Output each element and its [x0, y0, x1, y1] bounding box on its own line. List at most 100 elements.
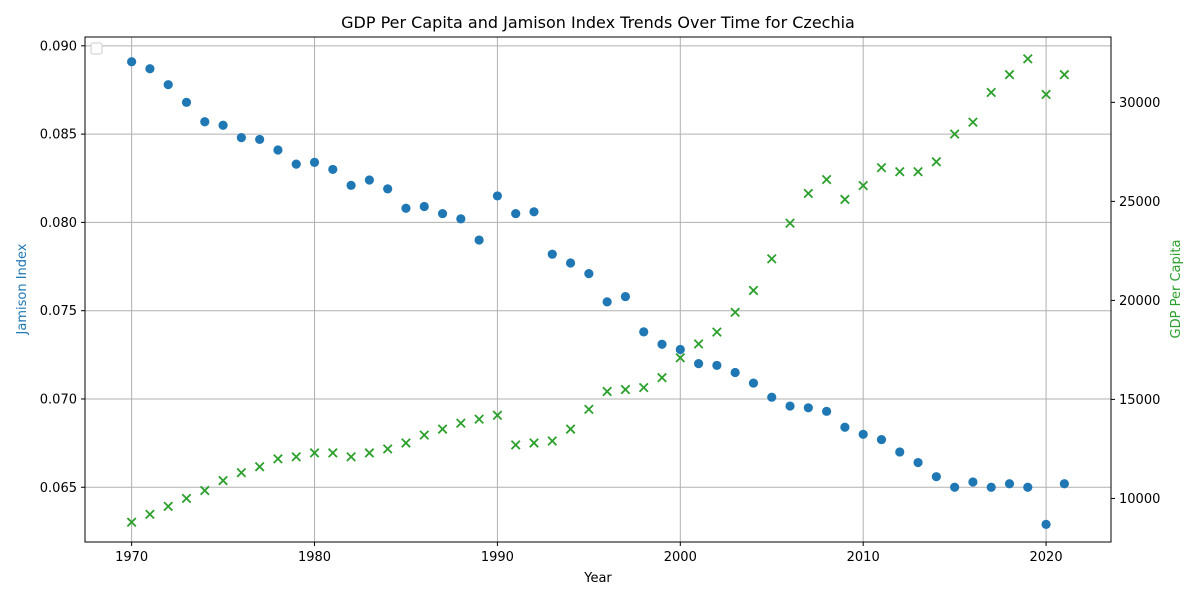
gdp-per-capita-point: [840, 194, 850, 205]
gdp-marker-stroke: [675, 352, 686, 363]
gdp-marker-stroke: [1041, 89, 1051, 100]
jamison-index-point: [1059, 479, 1069, 489]
jamison-index-point: [419, 201, 429, 212]
jamison-index-point: [492, 191, 503, 201]
jamison-index-point: [1041, 519, 1051, 529]
jamison-index-point: [840, 422, 850, 432]
x-tick-label: 2020: [1030, 550, 1063, 565]
gdp-marker-stroke: [1059, 69, 1070, 80]
gdp-marker-stroke: [291, 452, 302, 462]
jamison-index-point: [255, 134, 265, 145]
gdp-per-capita-point: [126, 517, 137, 528]
jamison-index-point: [383, 184, 393, 194]
axis-ticks: 1970 1980 1990 2000 2010 2020 0.065 0.070 0.075 0…: [40, 39, 1161, 565]
gdp-per-capita-point: [455, 418, 466, 429]
jamison-index-point: [968, 477, 978, 487]
gdp-per-capita-point: [364, 448, 375, 458]
gdp-per-capita-point: [712, 327, 722, 337]
gdp-marker-stroke: [584, 404, 594, 415]
gdp-marker-stroke: [218, 475, 228, 486]
gdp-marker-stroke: [766, 253, 777, 264]
gdp-per-capita-point: [254, 461, 265, 472]
gdp-per-capita-point: [730, 307, 741, 318]
gdp-per-capita-point: [327, 448, 338, 458]
jamison-index-point: [748, 378, 759, 388]
y-axis-left-label: Jamison Index: [15, 243, 30, 335]
jamison-index-point: [273, 145, 283, 155]
jamison-index-point: [822, 406, 832, 416]
gdp-marker-stroke: [364, 448, 375, 458]
gdp-per-capita-point: [657, 372, 667, 383]
gdp-marker-stroke: [931, 156, 942, 167]
gdp-per-capita-point: [236, 467, 247, 478]
gdp-per-capita-point: [913, 166, 923, 177]
gdp-per-capita-point: [602, 386, 612, 397]
gdp-marker-stroke: [876, 162, 887, 173]
gdp-per-capita-point: [620, 384, 631, 395]
jamison-index-point: [1023, 482, 1033, 492]
gdp-per-capita-point: [803, 188, 814, 199]
jamison-index-point: [218, 120, 228, 130]
gdp-per-capita-point: [474, 414, 484, 425]
jamison-index-point: [1004, 479, 1015, 489]
gdp-per-capita-point: [382, 444, 393, 454]
gdp-per-capita-point: [309, 448, 320, 458]
gdp-marker-stroke: [163, 501, 174, 512]
x-axis-label: Year: [583, 571, 612, 586]
gdp-marker-stroke: [986, 87, 997, 98]
jamison-index-point: [163, 80, 173, 90]
y-left-tick-label: 0.085: [40, 128, 77, 143]
gdp-marker-stroke: [1022, 53, 1033, 64]
gdp-per-capita-point: [273, 453, 283, 464]
gdp-marker-stroke: [126, 517, 137, 528]
jamison-index-point: [767, 392, 777, 402]
gdp-marker-stroke: [803, 188, 814, 199]
jamison-index-point: [181, 97, 192, 107]
gdp-per-capita-point: [986, 87, 997, 98]
jamison-index-point: [291, 159, 301, 169]
x-tick-label: 1990: [481, 550, 514, 565]
gdp-per-capita-point: [785, 218, 795, 228]
gdp-per-capita-point: [693, 339, 704, 349]
gdp-per-capita-point: [547, 436, 558, 446]
gdp-marker-stroke: [748, 285, 759, 296]
jamison-index-point: [565, 258, 576, 268]
gdp-marker-stroke: [254, 461, 265, 472]
gdp-per-capita-point: [437, 424, 448, 434]
legend-box: [90, 42, 103, 55]
jamison-index-point: [803, 403, 813, 413]
gdp-per-capita-point: [584, 404, 594, 415]
gdp-per-capita-point: [510, 440, 521, 450]
chart-title: GDP Per Capita and Jamison Index Trends …: [341, 13, 855, 32]
jamison-index-point: [127, 57, 137, 67]
jamison-index-point: [145, 64, 155, 74]
y-right-tick-label: 30000: [1119, 96, 1160, 111]
gdp-per-capita-point: [529, 438, 539, 448]
y-left-tick-label: 0.075: [40, 304, 77, 319]
gdp-per-capita-point: [876, 162, 887, 173]
jamison-index-point: [474, 235, 484, 245]
jamison-index-point: [913, 457, 923, 468]
gdp-marker-stroke: [712, 327, 722, 337]
x-tick-label: 2000: [664, 550, 697, 565]
gdp-per-capita-point: [218, 475, 228, 486]
gdp-marker-stroke: [346, 452, 356, 462]
jamison-index-point: [876, 434, 887, 445]
gdp-marker-stroke: [657, 372, 667, 383]
jamison-index-point: [309, 157, 320, 167]
jamison-index-point: [693, 359, 704, 369]
gdp-per-capita-point: [766, 253, 777, 264]
jamison-index-point: [858, 429, 868, 439]
jamison-index-point: [950, 482, 960, 492]
grid-lines: [85, 37, 1111, 542]
gdp-per-capita-point: [1004, 69, 1015, 80]
gdp-marker-stroke: [1004, 69, 1015, 80]
gdp-per-capita-point: [748, 285, 759, 296]
gdp-marker-stroke: [840, 194, 850, 205]
gdp-marker-stroke: [419, 430, 430, 440]
jamison-index-point: [895, 447, 905, 457]
gdp-per-capita-point: [199, 485, 210, 496]
jamison-index-point: [712, 360, 722, 371]
gdp-per-capita-point: [291, 452, 302, 462]
